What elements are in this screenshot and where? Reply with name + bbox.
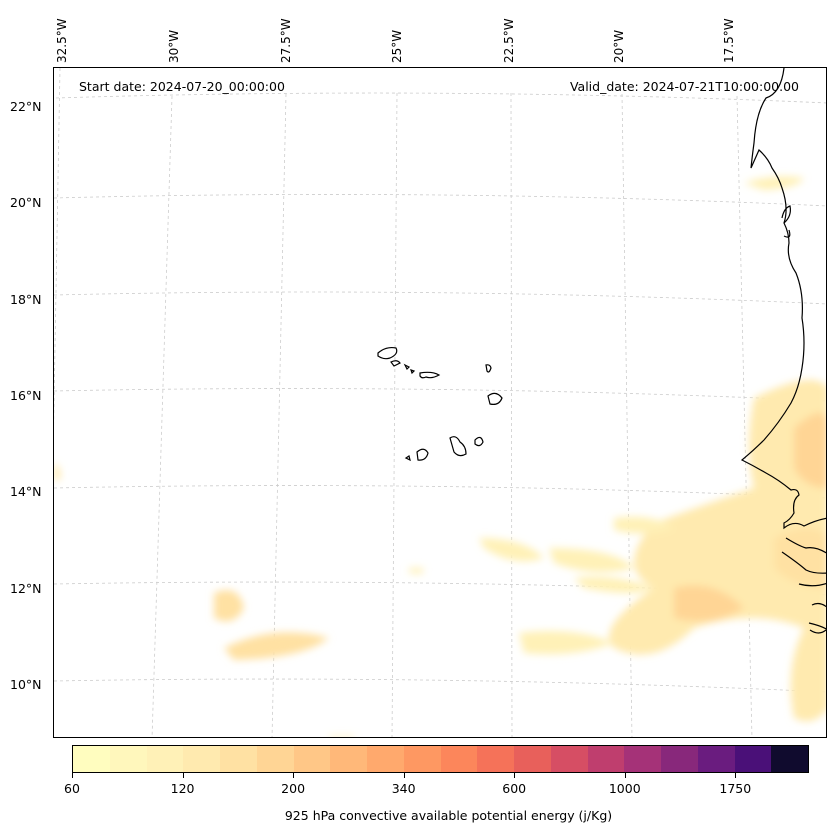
colorbar-tick-mark bbox=[293, 773, 295, 778]
colorbar-tick-label: 60 bbox=[64, 781, 80, 796]
colorbar-tick-mark bbox=[514, 773, 516, 778]
colorbar-segment bbox=[220, 746, 257, 772]
colorbar-tick-mark bbox=[735, 773, 737, 778]
colorbar-segment bbox=[734, 746, 772, 772]
colorbar-segment bbox=[477, 746, 514, 772]
colorbar-segment bbox=[514, 746, 551, 772]
latitude-label: 16°N bbox=[10, 388, 42, 403]
colorbar-segment bbox=[771, 746, 808, 772]
latitude-label: 14°N bbox=[10, 484, 42, 499]
colorbar-segment bbox=[256, 746, 294, 772]
colorbar-segment bbox=[183, 746, 220, 772]
colorbar-tick-label: 200 bbox=[281, 781, 306, 796]
colorbar-segment bbox=[293, 746, 331, 772]
colorbar-segment bbox=[403, 746, 441, 772]
colorbar-segment bbox=[330, 746, 367, 772]
longitude-label: 30°W bbox=[167, 29, 181, 63]
colorbar-tick-label: 340 bbox=[391, 781, 416, 796]
colorbar-segment bbox=[550, 746, 588, 772]
colorbar-segment bbox=[624, 746, 661, 772]
colorbar-tick-mark bbox=[72, 773, 73, 778]
colorbar-segment bbox=[73, 746, 110, 772]
cape-verde-islands bbox=[377, 346, 503, 462]
latitude-label: 18°N bbox=[10, 292, 42, 307]
colorbar-segment bbox=[697, 746, 735, 772]
longitude-label: 17.5°W bbox=[722, 18, 736, 63]
colorbar-tick-mark bbox=[624, 773, 626, 778]
longitude-label: 27.5°W bbox=[279, 18, 293, 63]
colorbar-tick-mark bbox=[182, 773, 184, 778]
colorbar-tick-label: 1750 bbox=[719, 781, 752, 796]
longitude-label: 32.5°W bbox=[55, 18, 69, 63]
map-panel: Start date: 2024-07-20_00:00:00 Valid_da… bbox=[53, 67, 827, 738]
longitude-label: 20°W bbox=[612, 29, 626, 63]
cape-field bbox=[54, 176, 826, 737]
longitude-label: 22.5°W bbox=[502, 18, 516, 63]
colorbar-tick-label: 1000 bbox=[608, 781, 641, 796]
longitude-label: 25°W bbox=[390, 29, 404, 63]
gridlines bbox=[54, 68, 826, 737]
colorbar-segment bbox=[661, 746, 698, 772]
colorbar-segment bbox=[587, 746, 625, 772]
latitude-label: 10°N bbox=[10, 677, 42, 692]
colorbar-segment bbox=[146, 746, 184, 772]
valid-date-label: Valid_date: 2024-07-21T10:00:00.00 bbox=[569, 79, 799, 94]
colorbar bbox=[72, 745, 809, 773]
colorbar-tick-label: 120 bbox=[170, 781, 195, 796]
latitude-label: 20°N bbox=[10, 195, 42, 210]
colorbar-segment bbox=[109, 746, 147, 772]
colorbar-segment bbox=[440, 746, 478, 772]
latitude-label: 22°N bbox=[10, 99, 42, 114]
latitude-label: 12°N bbox=[10, 581, 42, 596]
colorbar-tick-mark bbox=[403, 773, 405, 778]
map-canvas bbox=[54, 68, 826, 737]
colorbar-tick-label: 600 bbox=[502, 781, 527, 796]
start-date-label: Start date: 2024-07-20_00:00:00 bbox=[79, 79, 285, 94]
colorbar-label: 925 hPa convective available potential e… bbox=[284, 808, 613, 823]
coastline bbox=[740, 68, 826, 634]
colorbar-segment bbox=[367, 746, 404, 772]
